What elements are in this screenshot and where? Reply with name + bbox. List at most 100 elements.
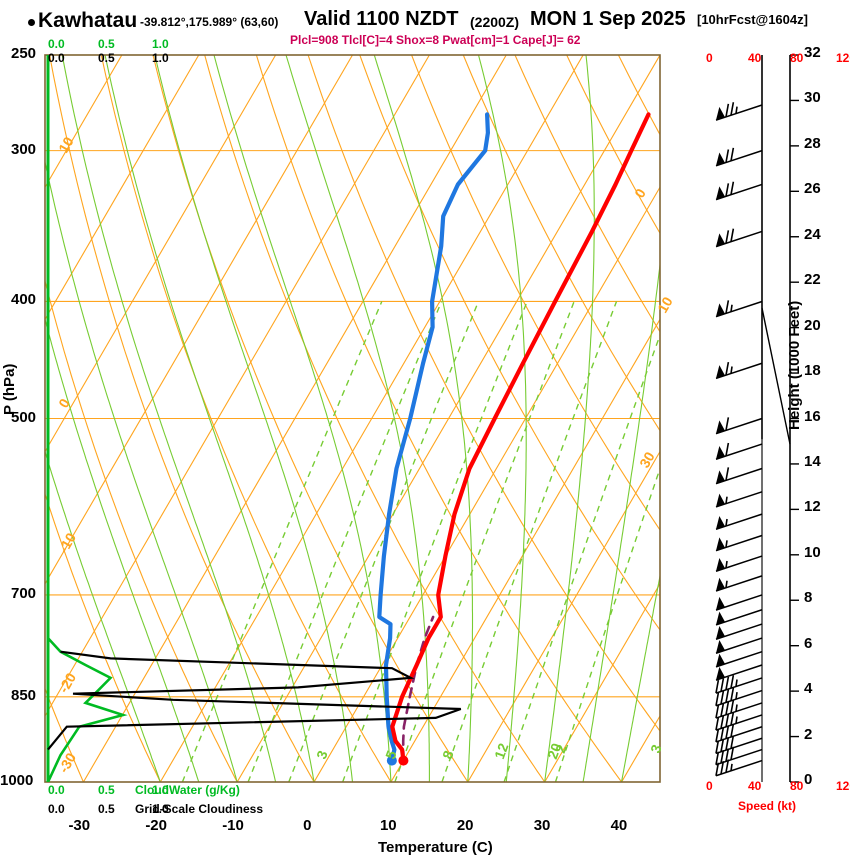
wind-barb bbox=[715, 228, 763, 248]
wind-barb bbox=[715, 555, 763, 572]
temperature-curve bbox=[390, 112, 651, 763]
dry-adiabat-line bbox=[462, 55, 660, 432]
wind-barb bbox=[715, 575, 763, 592]
mixing-ratio-line bbox=[247, 301, 443, 782]
height-tick-label: 24 bbox=[804, 225, 821, 243]
mixing-ratio-line bbox=[503, 333, 660, 782]
mixing-ratio-label: 3 bbox=[313, 748, 331, 762]
dry-adiabat-line bbox=[255, 55, 623, 782]
isotherm-label-left: 10 bbox=[55, 134, 77, 156]
wind-barb bbox=[715, 735, 763, 755]
valid-time-zulu: (2200Z) bbox=[470, 14, 520, 30]
wind-barb bbox=[715, 623, 763, 640]
pressure-tick-label: 400 bbox=[11, 291, 37, 309]
mixing-ratio-line bbox=[342, 301, 528, 782]
wind-barb bbox=[715, 723, 763, 743]
cloudiness-tick-label-top: 0.5 bbox=[98, 51, 115, 65]
cloudiness-tick-label: 0.5 bbox=[98, 802, 115, 816]
wind-barb bbox=[715, 759, 763, 777]
cloudiness-legend-label: Grid-Scale Cloudiness bbox=[135, 802, 264, 816]
isotherm-line bbox=[45, 55, 353, 585]
temperature-tick-label: 10 bbox=[379, 817, 397, 834]
moist-adiabat-line bbox=[104, 55, 315, 782]
isotherm-label-right: 0 bbox=[631, 185, 649, 201]
dry-adiabat-line bbox=[45, 492, 161, 782]
wind-barb bbox=[715, 712, 763, 731]
isotherm-label-left: -10 bbox=[55, 529, 80, 556]
cloudwater-tick-label-top: 0.0 bbox=[48, 37, 65, 51]
wind-barb bbox=[715, 700, 763, 719]
pressure-axis-title: P (hPa) bbox=[1, 363, 18, 415]
wind-barb bbox=[715, 594, 763, 611]
mixing-ratio-label: 12 bbox=[491, 741, 512, 762]
height-tick-label: 0 bbox=[804, 771, 813, 788]
height-tick-label: 14 bbox=[804, 452, 821, 470]
wind-barb bbox=[715, 687, 763, 707]
cloudwater-tick-label: 1.0 bbox=[152, 783, 169, 797]
wind-barb bbox=[715, 534, 763, 552]
dry-adiabat-line bbox=[359, 55, 660, 631]
wind-barb bbox=[715, 181, 763, 201]
temperature-tick-label: -20 bbox=[145, 817, 167, 834]
moist-adiabat-line bbox=[154, 55, 354, 782]
height-tick-label: 10 bbox=[804, 543, 821, 561]
station-dot-icon bbox=[28, 19, 35, 26]
wind-barb bbox=[715, 442, 763, 460]
moist-adiabat-line bbox=[285, 55, 430, 782]
isotherm-line bbox=[45, 55, 200, 321]
plot-frame bbox=[44, 54, 661, 783]
dry-adiabat-line bbox=[204, 55, 546, 782]
moist-adiabat-line bbox=[45, 449, 161, 782]
isotherm-label-left: -30 bbox=[55, 749, 80, 776]
speed-tick-label: 120 bbox=[836, 779, 850, 793]
temperature-surface-marker bbox=[398, 755, 409, 766]
wind-barb bbox=[715, 746, 763, 766]
station-coordinates: -39.812°,175.989° (63,60) bbox=[140, 15, 279, 29]
pressure-tick-label: 500 bbox=[11, 408, 37, 426]
cloudiness-tick-label: 0.0 bbox=[48, 802, 65, 816]
wind-barb bbox=[715, 491, 763, 508]
wind-barb bbox=[715, 650, 763, 668]
dry-adiabat-line bbox=[45, 278, 238, 782]
pressure-tick-label: 250 bbox=[11, 45, 37, 62]
height-tick-label: 22 bbox=[804, 271, 821, 289]
moist-adiabat-line bbox=[61, 55, 277, 782]
stability-indices: Plcl=908 Tlcl[C]=4 Shox=8 Pwat[cm]=1 Cap… bbox=[290, 33, 581, 47]
cloudiness-tick-label: 1.0 bbox=[152, 802, 169, 816]
height-tick-label: 28 bbox=[804, 134, 821, 152]
isotherm-label-left: 0 bbox=[55, 395, 73, 411]
isotherm-line bbox=[544, 582, 660, 782]
pressure-tick-label: 300 bbox=[11, 140, 37, 158]
valid-time: Valid 1100 NZDT bbox=[304, 8, 459, 30]
height-tick-label: 26 bbox=[804, 180, 821, 198]
height-tick-label: 12 bbox=[804, 498, 821, 516]
wind-barb bbox=[715, 467, 763, 485]
wind-barb bbox=[715, 147, 763, 167]
height-tick-label: 6 bbox=[804, 634, 813, 652]
cloudiness-profile bbox=[47, 650, 462, 751]
speed-tick-label: 0 bbox=[706, 779, 713, 793]
dry-adiabat-line bbox=[49, 55, 315, 782]
height-tick-label: 20 bbox=[804, 316, 821, 334]
cloudiness-tick-label-top: 0.0 bbox=[48, 51, 65, 65]
wind-barb bbox=[715, 609, 763, 626]
isotherm-line bbox=[159, 55, 584, 782]
height-tick-label: 4 bbox=[804, 680, 813, 698]
cloudwater-tick-label-top: 1.0 bbox=[152, 37, 169, 51]
wind-barb bbox=[715, 664, 763, 681]
speed-tick-label-top: 120 bbox=[836, 51, 850, 65]
dewpoint-surface-marker bbox=[386, 755, 397, 766]
isotherm-line bbox=[390, 318, 660, 782]
wind-barb bbox=[715, 300, 763, 318]
dry-adiabat-line bbox=[45, 687, 84, 782]
speed-tick-label-top: 80 bbox=[790, 51, 804, 65]
pressure-tick-label: 1000 bbox=[0, 772, 34, 789]
temperature-tick-label: -30 bbox=[68, 817, 91, 834]
temperature-tick-label: 0 bbox=[303, 817, 312, 834]
cloudwater-profile bbox=[46, 637, 128, 782]
moist-adiabat-line bbox=[45, 159, 238, 782]
wind-guide-line2 bbox=[761, 307, 791, 445]
isotherm-label-right: 10 bbox=[654, 294, 676, 316]
mixing-ratio-label: 8 bbox=[439, 748, 457, 762]
